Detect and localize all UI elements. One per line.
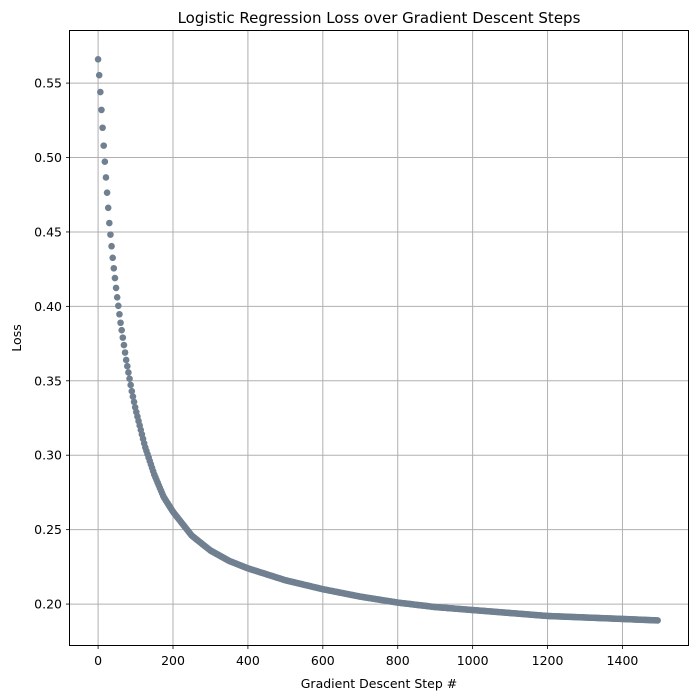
y-axis-label: Loss: [9, 324, 24, 351]
x-tick-label: 400: [236, 653, 260, 668]
data-point: [111, 274, 119, 282]
x-tick-label: 600: [311, 653, 335, 668]
y-tick-label: 0.45: [34, 224, 62, 239]
data-point: [129, 393, 137, 400]
data-point: [125, 369, 132, 376]
data-point: [122, 356, 130, 364]
plot-frame: [69, 30, 689, 646]
x-tick-label: 0: [94, 653, 102, 668]
data-point: [112, 284, 120, 292]
data-point: [117, 319, 124, 327]
x-tick-label: 800: [386, 653, 410, 668]
y-tick-label: 0.40: [34, 299, 62, 314]
data-point: [103, 189, 111, 196]
data-point: [98, 106, 105, 114]
data-point: [120, 341, 128, 349]
data-point: [119, 334, 127, 341]
data-point: [121, 349, 129, 356]
data-point: [130, 398, 138, 406]
data-point: [101, 158, 109, 165]
data-point: [100, 142, 108, 149]
data-point: [94, 55, 102, 63]
data-point: [654, 617, 661, 624]
data-point: [116, 310, 123, 318]
y-tick-label: 0.35: [34, 373, 62, 388]
data-point: [126, 375, 133, 383]
data-points: [94, 55, 661, 624]
data-point: [118, 326, 125, 334]
data-point: [106, 219, 113, 227]
x-tick-label: 1000: [457, 653, 489, 668]
y-tick-label: 0.55: [34, 76, 62, 91]
data-point: [107, 231, 114, 238]
data-point: [110, 264, 118, 272]
data-point: [115, 302, 122, 310]
chart-title: Logistic Regression Loss over Gradient D…: [178, 9, 581, 27]
x-tick-label: 1200: [532, 653, 564, 668]
data-point: [108, 242, 115, 250]
data-point: [113, 293, 121, 301]
data-point: [95, 71, 103, 79]
tick-layer: 0 200 400 600 800 1000 1200 1400 0.20 0.25 0.30 0.3…: [34, 76, 638, 668]
grid-layer: [70, 31, 688, 645]
x-tick-label: 1400: [607, 653, 639, 668]
data-point: [127, 381, 134, 389]
data-point: [128, 387, 136, 395]
y-tick-label: 0.30: [34, 448, 62, 463]
x-axis-label: Gradient Descent Step #: [301, 676, 457, 691]
data-point: [124, 362, 131, 370]
x-tick-label: 200: [161, 653, 185, 668]
y-tick-label: 0.25: [34, 522, 62, 537]
data-point: [102, 174, 110, 181]
data-point: [97, 88, 104, 96]
y-tick-label: 0.20: [34, 597, 62, 612]
data-point: [104, 204, 112, 212]
data-point: [109, 254, 116, 262]
y-tick-label: 0.50: [34, 150, 62, 165]
data-point: [99, 124, 106, 132]
